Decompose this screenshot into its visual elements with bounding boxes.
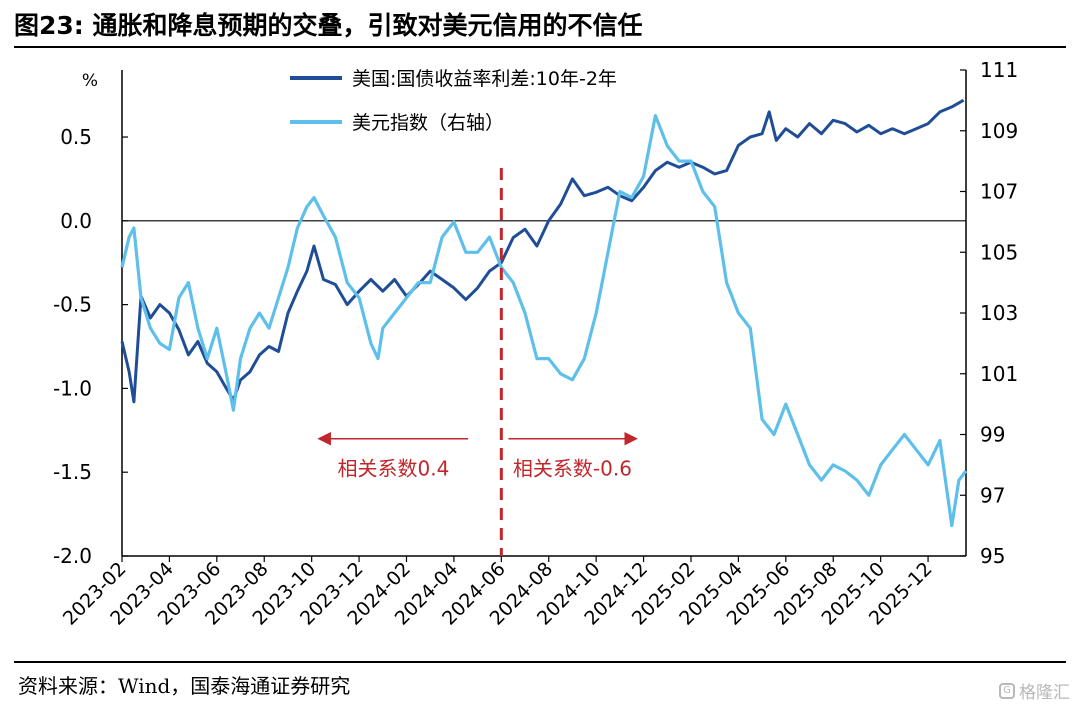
source-note: 资料来源：Wind，国泰海通证券研究 bbox=[18, 674, 351, 698]
line-chart: 0.5 0.0 -0.5 -1.0 -1.5 -2.0% 111 109 107 105 103 10… bbox=[53, 58, 1018, 630]
left-tick-label: -1.5 bbox=[53, 460, 92, 484]
right-tick-label: 111 bbox=[980, 58, 1018, 82]
right-correlation-label: 相关系数-0.6 bbox=[513, 457, 632, 481]
left-tick-label: -2.0 bbox=[53, 544, 92, 568]
right-tick-label: 99 bbox=[980, 423, 1005, 447]
left-correlation-label: 相关系数0.4 bbox=[338, 457, 450, 481]
right-tick-label: 103 bbox=[980, 301, 1018, 325]
left-tick-label: 0.0 bbox=[60, 209, 92, 233]
chart-title: 图23: 通胀和降息预期的交叠，引致对美元信用的不信任 bbox=[14, 11, 643, 40]
series-line-spread bbox=[120, 98, 965, 404]
watermark-text: 格隆汇 bbox=[1019, 683, 1070, 703]
right-tick-label: 101 bbox=[980, 362, 1018, 386]
left-axis-unit: % bbox=[82, 71, 98, 91]
watermark: G 格隆汇 bbox=[999, 678, 1070, 703]
right-tick-label: 105 bbox=[980, 240, 1018, 264]
footer-rule bbox=[14, 661, 1066, 663]
right-tick-label: 109 bbox=[980, 119, 1018, 143]
watermark-logo-icon: G bbox=[999, 682, 1015, 699]
series-line-dxy bbox=[120, 114, 968, 528]
right-tick-label: 97 bbox=[980, 483, 1005, 507]
right-tick-label: 95 bbox=[980, 544, 1005, 568]
left-tick-label: 0.5 bbox=[60, 125, 92, 149]
title-rule bbox=[14, 46, 1066, 48]
left-tick-label: -0.5 bbox=[53, 293, 92, 317]
right-tick-label: 107 bbox=[980, 180, 1018, 204]
legend-label: 美元指数（右轴） bbox=[352, 112, 504, 134]
left-tick-label: -1.0 bbox=[53, 376, 92, 400]
legend-label: 美国:国债收益率利差:10年-2年 bbox=[352, 68, 617, 90]
